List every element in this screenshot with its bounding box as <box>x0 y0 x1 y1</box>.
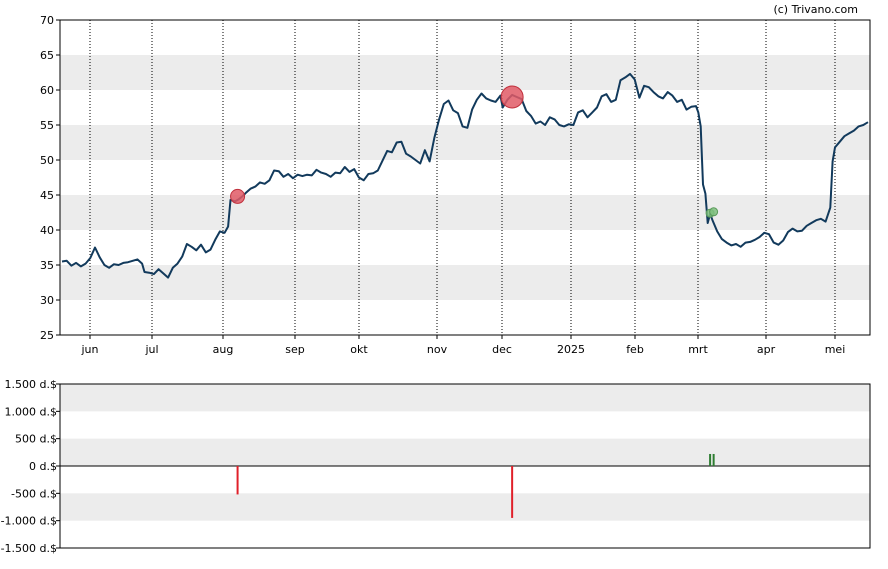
y-tick-label: 25 <box>40 329 54 342</box>
x-tick-label: mei <box>825 343 846 356</box>
y-tick-label: -1.000 d.$ <box>1 515 57 528</box>
x-tick-label: sep <box>285 343 304 356</box>
y-tick-label: 50 <box>40 154 54 167</box>
grid-band <box>60 195 870 230</box>
y-tick-label: 65 <box>40 49 54 62</box>
grid-band <box>60 265 870 300</box>
y-tick-label: -500 d.$ <box>11 487 57 500</box>
price-line <box>61 72 869 279</box>
grid-band <box>60 125 870 160</box>
y-tick-label: 500 d.$ <box>15 433 57 446</box>
grid-band <box>60 55 870 90</box>
y-tick-label: 35 <box>40 259 54 272</box>
y-tick-label: 1.000 d.$ <box>5 405 57 418</box>
x-tick-label: apr <box>757 343 776 356</box>
credit-label: (c) Trivano.com <box>773 3 858 16</box>
buy-marker <box>709 207 719 217</box>
x-tick-label: feb <box>626 343 644 356</box>
x-tick-label: nov <box>427 343 448 356</box>
y-tick-label: -1.500 d.$ <box>1 542 57 555</box>
y-tick-label: 30 <box>40 294 54 307</box>
x-tick-label: mrt <box>688 343 708 356</box>
x-tick-label: okt <box>350 343 368 356</box>
x-tick-label: aug <box>213 343 234 356</box>
grid-band <box>60 493 870 521</box>
y-tick-label: 1.500 d.$ <box>5 378 57 391</box>
sell-marker <box>230 188 246 204</box>
sell-marker <box>500 85 524 109</box>
x-tick-label: 2025 <box>557 343 585 356</box>
price-plot-frame <box>59 19 871 336</box>
x-tick-label: jul <box>144 343 158 356</box>
grid-band <box>60 384 870 412</box>
y-tick-label: 0 d.$ <box>29 460 57 473</box>
y-tick-label: 60 <box>40 84 54 97</box>
y-tick-label: 70 <box>40 14 54 27</box>
y-tick-label: 55 <box>40 119 54 132</box>
x-tick-label: jun <box>81 343 99 356</box>
x-tick-label: dec <box>492 343 512 356</box>
y-tick-label: 40 <box>40 224 54 237</box>
y-tick-label: 45 <box>40 189 54 202</box>
grid-band <box>60 438 870 466</box>
